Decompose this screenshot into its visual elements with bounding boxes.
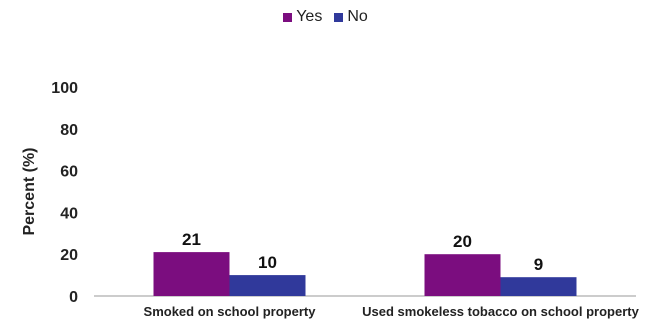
x-category-label-1: Used smokeless tobacco on school propert… [362, 304, 639, 319]
x-category-label-0: Smoked on school property [144, 304, 317, 319]
legend-swatch-yes [283, 12, 293, 22]
legend-label-no: No [347, 8, 368, 25]
bar-no-1 [500, 277, 577, 296]
y-tick-label-60: 60 [60, 164, 78, 181]
legend: Yes No [0, 8, 651, 26]
data-label-no-1: 9 [534, 255, 543, 274]
bar-no-0 [229, 275, 306, 296]
data-label-no-0: 10 [258, 253, 277, 272]
y-axis-label: Percent (%) [21, 147, 38, 235]
legend-item-yes: Yes [283, 8, 322, 26]
y-tick-label-20: 20 [60, 247, 78, 264]
data-label-yes-1: 20 [453, 232, 472, 251]
legend-label-yes: Yes [296, 8, 323, 25]
data-label-yes-0: 21 [182, 230, 201, 249]
bar-yes-1 [424, 254, 501, 296]
y-tick-label-80: 80 [60, 122, 78, 139]
legend-item-no: No [334, 8, 368, 26]
y-tick-label-100: 100 [51, 80, 78, 97]
legend-swatch-no [334, 12, 344, 22]
bar-yes-0 [153, 252, 230, 296]
y-tick-label-0: 0 [69, 289, 78, 306]
y-tick-label-40: 40 [60, 205, 78, 222]
